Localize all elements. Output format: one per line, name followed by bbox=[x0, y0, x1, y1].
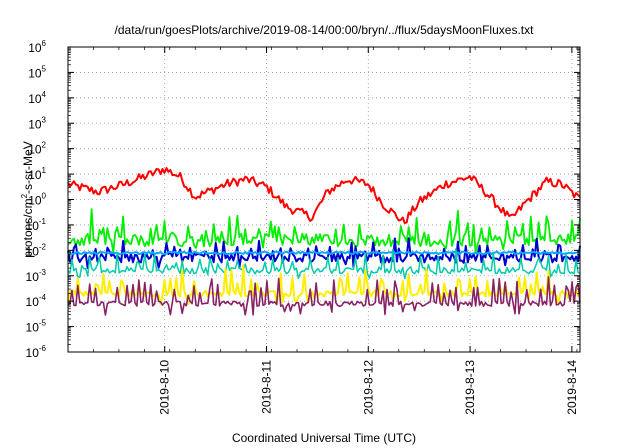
y-axis-label-main: protons/cm bbox=[21, 198, 35, 257]
y-tick-exponent: -5 bbox=[39, 319, 47, 328]
x-tick-label: 2019-8-14 bbox=[565, 360, 579, 415]
x-tick-label: 2019-8-11 bbox=[259, 360, 273, 414]
y-tick-label: 104 bbox=[28, 90, 46, 106]
series-line-1 bbox=[67, 167, 581, 224]
y-tick-exponent: 6 bbox=[42, 39, 47, 48]
y-tick-exponent: 4 bbox=[42, 90, 47, 99]
y-tick-label: 10-5 bbox=[26, 319, 47, 335]
x-axis: 2019-8-10 2019-8-11 2019-8-12 2019-8-13 2019… bbox=[67, 47, 579, 415]
y-tick-exponent: -1 bbox=[39, 217, 47, 226]
y-tick-label: 10-6 bbox=[26, 344, 47, 360]
x-tick-label: 2019-8-13 bbox=[463, 360, 477, 415]
y-tick-label: 105 bbox=[28, 64, 46, 80]
y-tick-exponent: 5 bbox=[42, 64, 47, 73]
y-tick-exponent: -4 bbox=[39, 293, 47, 302]
y-tick-label: 10-3 bbox=[26, 268, 47, 284]
y-tick-label: 106 bbox=[28, 39, 46, 55]
y-tick-exponent: -6 bbox=[39, 344, 47, 353]
series-layer bbox=[67, 167, 581, 316]
y-axis-label-superscript: 2 bbox=[20, 193, 29, 198]
x-axis-label: Coordinated Universal Time (UTC) bbox=[232, 431, 416, 445]
chart-title: /data/run/goesPlots/archive/2019-08-14/0… bbox=[115, 23, 535, 37]
y-tick-exponent: 3 bbox=[42, 115, 47, 124]
grid bbox=[68, 47, 580, 352]
y-axis-label-rest: -s-sr-MeV bbox=[21, 141, 35, 194]
series-line-7 bbox=[67, 276, 581, 316]
series-line-5 bbox=[67, 248, 581, 280]
series-line-4 bbox=[67, 250, 581, 256]
y-tick-exponent: 2 bbox=[42, 141, 47, 150]
y-tick-exponent: -2 bbox=[39, 242, 47, 251]
y-tick-label: 103 bbox=[28, 115, 46, 131]
y-tick-exponent: -3 bbox=[39, 268, 47, 277]
y-axis-label: protons/cm2-s-sr-MeV bbox=[20, 141, 35, 257]
x-tick-label: 2019-8-10 bbox=[158, 360, 172, 415]
y-tick-exponent: 1 bbox=[42, 166, 47, 175]
x-tick-label: 2019-8-12 bbox=[361, 360, 375, 415]
series-line-2 bbox=[67, 208, 581, 255]
y-tick-exponent: 0 bbox=[42, 192, 47, 201]
y-tick-label: 10-4 bbox=[26, 293, 47, 309]
